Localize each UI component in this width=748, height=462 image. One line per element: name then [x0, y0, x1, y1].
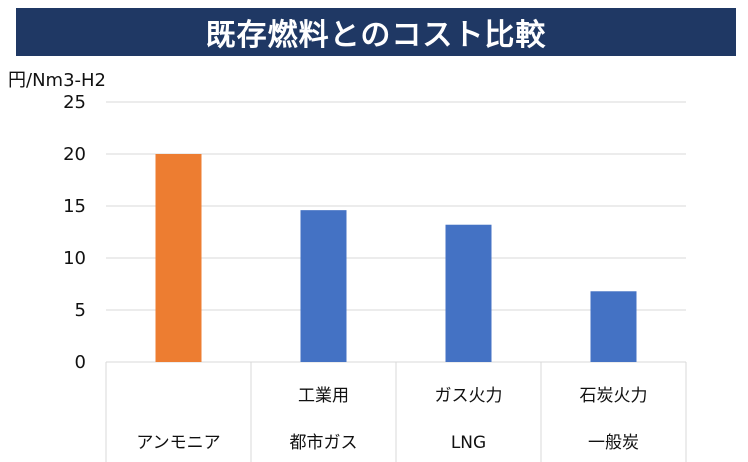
- y-tick-label-15: 15: [63, 196, 86, 217]
- category-label-3-line1: 石炭火力: [580, 386, 648, 406]
- category-label-3-line2: 一般炭: [588, 433, 639, 453]
- bar-1: [300, 210, 347, 362]
- category-label-1-line1: 工業用: [298, 386, 349, 406]
- y-tick-label-20: 20: [63, 144, 86, 165]
- category-label-0-line2: アンモニア: [136, 433, 220, 453]
- title-bar: 既存燃料とのコスト比較: [16, 8, 736, 56]
- y-tick-label-25: 25: [63, 92, 86, 113]
- y-tick-label-0: 0: [75, 352, 86, 373]
- y-axis-ticks: 0 5 10 15 20 25: [63, 92, 86, 373]
- y-tick-label-10: 10: [63, 248, 86, 269]
- bar-2: [445, 224, 492, 362]
- bars: [155, 154, 637, 362]
- category-label-1-line2: 都市ガス: [290, 433, 358, 453]
- category-label-2-line2: LNG: [451, 433, 486, 453]
- y-tick-label-5: 5: [75, 300, 86, 321]
- chart-title: 既存燃料とのコスト比較: [205, 18, 547, 53]
- bar-0: [155, 154, 202, 362]
- category-label-2-line1: ガス火力: [435, 386, 503, 406]
- bar-3: [590, 291, 637, 362]
- y-axis-unit-label: 円/Nm3-H2: [8, 70, 106, 91]
